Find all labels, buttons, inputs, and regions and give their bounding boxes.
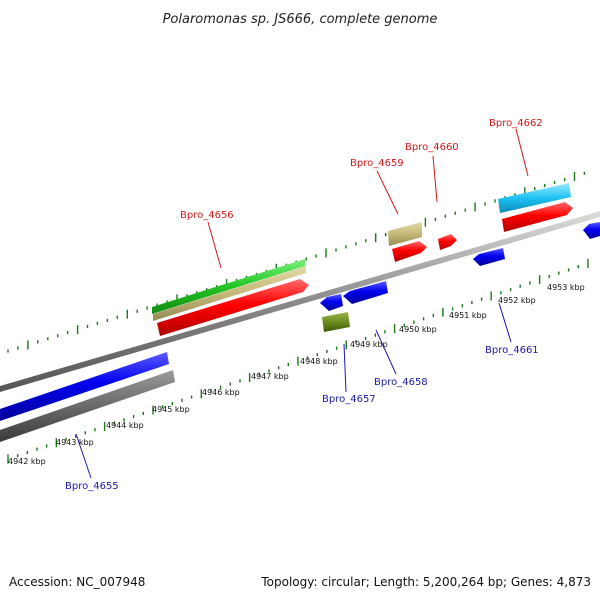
gene-partial-arrow-right-edge xyxy=(583,222,600,239)
scale-label: 4953 kbp xyxy=(547,283,585,292)
gene-bpro-4662-cyan-feature xyxy=(498,183,571,213)
gene-label-bpro-4662[interactable]: Bpro_4662 xyxy=(489,118,543,129)
leader-bpro-4658 xyxy=(375,329,397,375)
gene-bpro-4661-arrow xyxy=(473,248,505,266)
gene-bpro-4656-khaki-feature xyxy=(153,266,306,321)
gene-bpro-4659-khaki-feature xyxy=(388,222,422,246)
gene-label-bpro-4658[interactable]: Bpro_4658 xyxy=(374,377,428,388)
leader-bpro-4657 xyxy=(343,343,347,393)
leader-bpro-4661 xyxy=(498,302,512,343)
scale-label: 4950 kbp xyxy=(399,325,437,334)
leader-bpro-4659 xyxy=(376,170,399,215)
scale-label: 4944 kbp xyxy=(106,421,144,430)
scale-label: 4947 kbp xyxy=(251,372,289,381)
gene-label-bpro-4656[interactable]: Bpro_4656 xyxy=(180,210,234,221)
scale-label: 4948 kbp xyxy=(300,357,338,366)
leader-bpro-4662 xyxy=(515,128,529,177)
scale-labels: 4942 kbp 4943 kbp 4944 kbp 4945 kbp 4946… xyxy=(8,283,585,466)
gene-bpro-4656-arrow xyxy=(157,279,309,336)
gene-label-bpro-4659[interactable]: Bpro_4659 xyxy=(350,158,404,169)
gene-label-leaders xyxy=(75,128,529,479)
leader-bpro-4656 xyxy=(207,221,222,269)
gene-bpro-4656-green-feature xyxy=(152,259,305,314)
genome-backbone xyxy=(0,211,600,392)
scale-label: 4951 kbp xyxy=(449,311,487,320)
gene-label-bpro-4660[interactable]: Bpro_4660 xyxy=(405,142,459,153)
accession-text: Accession: NC_007948 xyxy=(9,575,145,589)
gene-bpro-4658-arrow xyxy=(343,281,388,304)
scale-label: 4945 kbp xyxy=(152,405,190,414)
genome-summary-text: Topology: circular; Length: 5,200,264 bp… xyxy=(260,575,591,589)
leader-bpro-4655 xyxy=(75,433,92,479)
gene-bpro-4662-arrow xyxy=(502,202,573,232)
gene-bpro-4657-arrow xyxy=(320,294,343,311)
gene-bpro-4657-olive-feature xyxy=(322,312,350,332)
gene-label-bpro-4657[interactable]: Bpro_4657 xyxy=(322,394,376,405)
gene-label-bpro-4661[interactable]: Bpro_4661 xyxy=(485,345,539,356)
scale-label: 4952 kbp xyxy=(498,296,536,305)
gene-bpro-4660-arrow xyxy=(438,234,457,250)
gene-label-bpro-4655[interactable]: Bpro_4655 xyxy=(65,481,119,492)
gene-bpro-4655-arrow xyxy=(0,352,169,421)
gene-bpro-4659-arrow xyxy=(392,241,427,262)
scale-label: 4949 kbp xyxy=(350,340,388,349)
gene-bpro-4655-grey-feature xyxy=(0,370,175,442)
scale-label: 4942 kbp xyxy=(8,457,46,466)
scale-label: 4943 kbp xyxy=(56,438,94,447)
reverse-scale-ticks xyxy=(7,258,589,464)
scale-label: 4946 kbp xyxy=(202,388,240,397)
map-title: Polaromonas sp. JS666, complete genome xyxy=(163,12,438,27)
leader-bpro-4660 xyxy=(432,155,438,203)
